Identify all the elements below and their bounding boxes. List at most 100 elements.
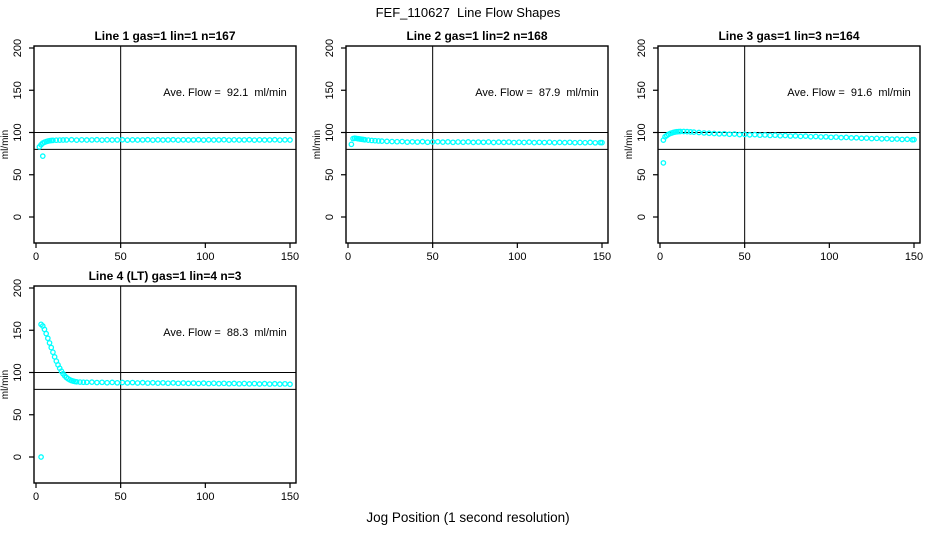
data-point — [210, 137, 217, 143]
data-point — [210, 380, 217, 387]
data-point — [450, 139, 456, 146]
y-axis: 0 50 100 150 200 — [636, 39, 658, 220]
plot-box — [345, 45, 609, 244]
data-point — [129, 137, 136, 143]
data-point — [38, 454, 44, 460]
data-point — [45, 335, 51, 342]
data-point — [511, 139, 517, 146]
data-point — [195, 380, 202, 387]
data-point — [551, 139, 558, 146]
x-axis-tick-label: 0 — [657, 251, 663, 263]
data-point — [251, 380, 258, 387]
data-point — [531, 139, 538, 146]
data-point — [348, 141, 355, 148]
data-point — [424, 139, 431, 146]
y-axis-tick-label: 100 — [636, 123, 648, 141]
data-point — [772, 132, 778, 139]
data-point — [577, 139, 583, 146]
x-axis-tick-label: 0 — [33, 251, 39, 263]
x-axis-tick-label: 100 — [196, 491, 214, 503]
data-point — [878, 135, 885, 142]
data-point — [495, 139, 502, 145]
data-point — [68, 136, 75, 143]
data-point — [536, 139, 543, 146]
data-point — [216, 380, 222, 387]
data-point — [282, 137, 288, 143]
data-point — [78, 137, 85, 143]
data-point — [812, 133, 819, 140]
data-point — [599, 139, 605, 146]
data-point — [226, 380, 232, 387]
x-axis: 0 50 100 150 — [657, 243, 923, 263]
y-axis-tick-label: 150 — [12, 321, 24, 339]
data-point — [823, 133, 829, 140]
data-point — [833, 134, 839, 140]
data-point — [787, 133, 794, 139]
data-point — [838, 134, 845, 141]
data-point — [389, 138, 395, 145]
data-point — [419, 138, 426, 145]
data-point — [751, 131, 758, 138]
data-point — [500, 139, 507, 146]
data-point — [99, 379, 105, 386]
data-point — [687, 129, 694, 135]
data-point — [757, 132, 763, 139]
data-point — [516, 139, 522, 146]
data-point — [556, 139, 563, 146]
data-point — [572, 139, 578, 146]
data-point — [119, 379, 126, 386]
y-axis-title: ml/min — [624, 130, 635, 159]
y-axis-title: ml/min — [312, 130, 323, 159]
y-axis-tick-label: 200 — [12, 279, 24, 297]
data-point — [868, 135, 875, 142]
data-point — [460, 139, 466, 146]
data-point — [180, 137, 187, 143]
data-point — [853, 134, 860, 141]
data-point — [83, 137, 90, 143]
data-point — [684, 128, 690, 135]
data-point — [221, 136, 227, 143]
data-point — [46, 340, 53, 346]
data-point — [362, 136, 368, 143]
data-point — [50, 349, 56, 356]
data-point — [526, 139, 533, 145]
data-point — [155, 137, 161, 143]
data-point — [109, 379, 116, 386]
subplot-line-3: 0 50 100 150 0 50 100 150 200 ml/min Line 3 gas=1 … — [624, 29, 923, 263]
data-point — [480, 139, 487, 146]
data-point — [261, 380, 268, 387]
data-points — [38, 321, 293, 460]
y-axis-tick-label: 50 — [12, 169, 24, 181]
data-point — [404, 139, 411, 145]
y-axis-title: ml/min — [0, 130, 11, 159]
data-point — [429, 139, 436, 145]
data-point — [134, 137, 141, 143]
subplot-line-4: 0 50 100 150 0 50 100 150 200 ml/min Line 4 (LT) g… — [0, 269, 299, 503]
data-point — [465, 139, 472, 145]
data-point — [170, 136, 177, 143]
data-point — [149, 379, 156, 386]
y-axis-tick-label: 0 — [324, 214, 336, 220]
ave-flow-annotation: Ave. Flow = 92.1 ml/min — [163, 87, 287, 99]
data-point — [848, 135, 855, 141]
subplot-title: Line 1 gas=1 lin=1 n=167 — [94, 29, 235, 43]
data-point — [379, 138, 385, 144]
x-axis-label: Jog Position (1 second resolution) — [366, 510, 570, 525]
data-point — [109, 137, 116, 143]
data-point — [470, 139, 477, 146]
ave-flow-annotation: Ave. Flow = 91.6 ml/min — [787, 87, 911, 99]
y-axis: 0 50 100 150 200 — [324, 39, 346, 220]
data-point — [114, 137, 121, 143]
data-point — [873, 135, 880, 142]
x-axis-tick-label: 50 — [115, 491, 127, 503]
data-point — [731, 131, 738, 137]
data-point — [104, 379, 110, 386]
data-point — [566, 139, 573, 146]
data-points — [348, 135, 605, 148]
y-axis: 0 50 100 150 200 — [12, 39, 34, 220]
x-axis-tick-label: 150 — [281, 251, 299, 263]
data-point — [50, 137, 56, 144]
data-points — [660, 128, 917, 166]
data-point — [231, 380, 237, 387]
data-point — [180, 380, 187, 386]
